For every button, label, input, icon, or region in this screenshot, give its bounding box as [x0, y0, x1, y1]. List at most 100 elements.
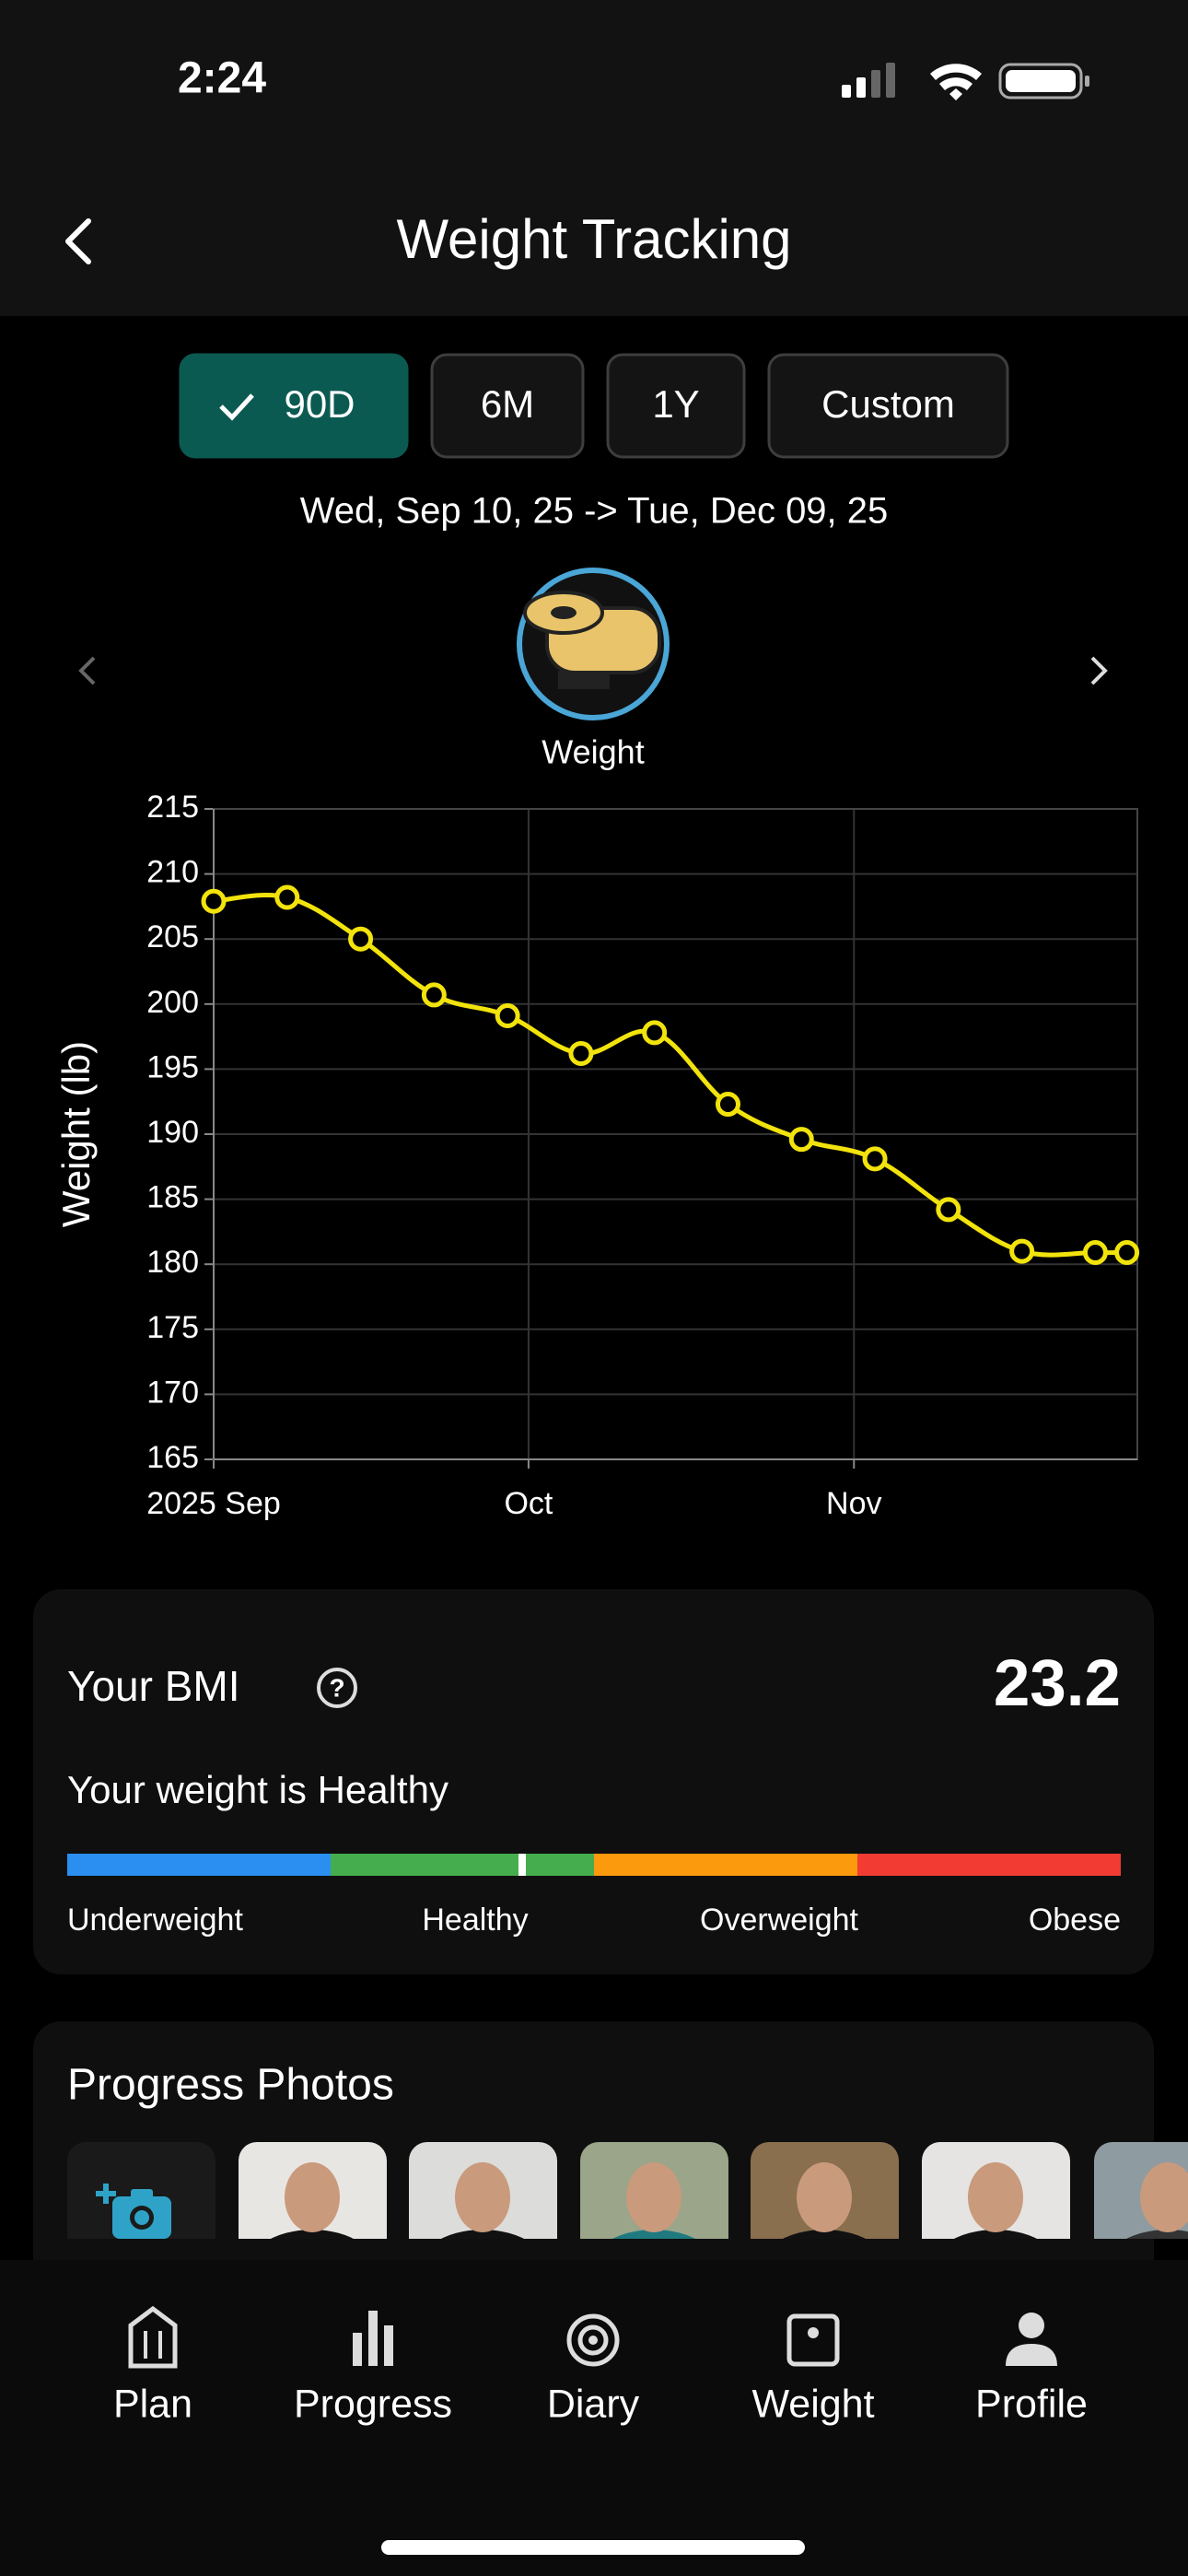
tab-icon	[1006, 2313, 1057, 2366]
photos-title: Progress Photos	[67, 2061, 394, 2110]
range-button[interactable]	[606, 353, 746, 459]
bmi-category-label: Underweight	[67, 1903, 243, 1938]
y-tick-label: 195	[146, 1049, 199, 1084]
data-point[interactable]	[348, 926, 374, 952]
x-tick-label: Oct	[504, 1486, 553, 1521]
data-point[interactable]	[936, 1197, 961, 1223]
data-point[interactable]	[862, 1146, 888, 1172]
y-axis-label: Weight (lb)	[54, 1041, 98, 1227]
y-tick-label: 210	[146, 855, 199, 890]
status-icons	[842, 63, 1089, 100]
tab-item[interactable]: Progress	[294, 2311, 452, 2426]
bmi-card	[33, 1589, 1154, 1974]
tab-label: Weight	[751, 2382, 874, 2426]
bmi-help[interactable]: ?	[317, 1668, 357, 1708]
tab-icon	[786, 2313, 840, 2367]
data-point[interactable]	[1114, 1239, 1140, 1265]
bmi-title: Your BMI	[67, 1662, 240, 1710]
photo-head	[968, 2162, 1023, 2232]
data-point[interactable]	[421, 982, 447, 1008]
y-tick-label: 165	[146, 1440, 199, 1475]
data-point[interactable]	[715, 1092, 740, 1118]
progress-photo[interactable]	[751, 2142, 899, 2322]
tab-icon	[566, 2313, 620, 2367]
photo-head	[285, 2162, 340, 2232]
tab-label: Progress	[294, 2382, 452, 2426]
y-tick-label: 215	[146, 790, 199, 825]
photo-shirt	[441, 2230, 524, 2239]
y-tick-label: 170	[146, 1375, 199, 1410]
tab-icon	[353, 2311, 393, 2366]
bmi-category-label: Obese	[1029, 1903, 1121, 1938]
bmi-category-label: Healthy	[422, 1903, 528, 1938]
tab-label: Diary	[547, 2382, 640, 2426]
data-point[interactable]	[788, 1127, 814, 1153]
tab-item[interactable]: Weight	[751, 2313, 875, 2426]
data-point[interactable]	[1009, 1238, 1035, 1264]
progress-photo[interactable]	[239, 2142, 387, 2322]
photo-shirt	[271, 2230, 354, 2239]
data-point[interactable]	[274, 884, 300, 910]
progress-photo[interactable]	[1094, 2142, 1188, 2322]
bmi-segment	[857, 1854, 1121, 1876]
tab-items: Plan Progress Diary Weight Profile	[113, 2305, 1088, 2426]
y-tick-label: 175	[146, 1310, 199, 1345]
progress-photo[interactable]	[580, 2142, 728, 2322]
weight-chart: 165 170 175 180 185 190 195 200 205 210 215 2025 Se…	[54, 790, 1140, 1521]
range-button[interactable]	[767, 353, 1009, 459]
back-button[interactable]	[65, 218, 91, 264]
y-tick-label: 180	[146, 1245, 199, 1280]
progress-photo[interactable]	[409, 2142, 557, 2322]
data-point[interactable]	[1082, 1239, 1108, 1265]
prev-metric[interactable]	[78, 656, 96, 685]
photo-strip	[67, 2142, 1188, 2322]
data-point[interactable]	[495, 1003, 520, 1029]
tab-label: Profile	[975, 2382, 1088, 2426]
photo-shirt	[954, 2230, 1037, 2239]
data-point[interactable]	[568, 1040, 594, 1066]
bmi-value: 23.2	[994, 1647, 1121, 1720]
header-bg	[0, 0, 1188, 316]
bmi-status: Your weight is Healthy	[67, 1768, 448, 1811]
check-icon	[219, 393, 254, 421]
tab-item[interactable]: Diary	[547, 2313, 640, 2426]
photo-head	[797, 2162, 852, 2232]
data-point[interactable]	[642, 1020, 668, 1046]
metric-label[interactable]: Weight	[542, 733, 644, 771]
tab-item[interactable]: Plan	[113, 2305, 192, 2426]
x-tick-label: Nov	[826, 1486, 881, 1521]
range-button-label: 1Y	[652, 382, 699, 426]
status-time: 2:24	[178, 54, 266, 103]
next-metric[interactable]	[1090, 656, 1108, 685]
y-tick-label: 200	[146, 985, 199, 1020]
range-button[interactable]	[430, 353, 585, 459]
weight-line	[213, 893, 1127, 1258]
svg-text:?: ?	[329, 1673, 344, 1702]
bmi-segment	[594, 1854, 857, 1876]
range-buttons: 90D 6M 1Y Custom	[179, 353, 1009, 459]
bmi-marker	[518, 1854, 526, 1876]
data-point[interactable]	[201, 888, 227, 914]
bmi-segment	[67, 1854, 331, 1876]
range-button-label: Custom	[821, 382, 955, 426]
y-tick-label: 205	[146, 919, 199, 954]
range-button-label: 6M	[481, 382, 534, 426]
photo-shirt	[612, 2230, 695, 2239]
metric-icon	[517, 568, 670, 720]
photo-shirt	[1126, 2230, 1188, 2239]
range-button-label: 90D	[284, 382, 355, 426]
bmi-category-label: Overweight	[700, 1903, 859, 1938]
tab-item[interactable]: Profile	[975, 2313, 1088, 2426]
tab-icon	[128, 2305, 178, 2369]
photo-shirt	[783, 2230, 866, 2239]
y-tick-label: 185	[146, 1180, 199, 1215]
photo-head	[626, 2162, 681, 2232]
tab-bar	[0, 2260, 1188, 2576]
range-button[interactable]	[179, 353, 409, 459]
camera-icon	[96, 2184, 171, 2239]
progress-photo[interactable]	[922, 2142, 1070, 2322]
photo-head	[455, 2162, 510, 2232]
date-range: Wed, Sep 10, 25 -> Tue, Dec 09, 25	[300, 491, 889, 532]
bmi-scale: Underweight Healthy Overweight Obese	[67, 1854, 1121, 1938]
